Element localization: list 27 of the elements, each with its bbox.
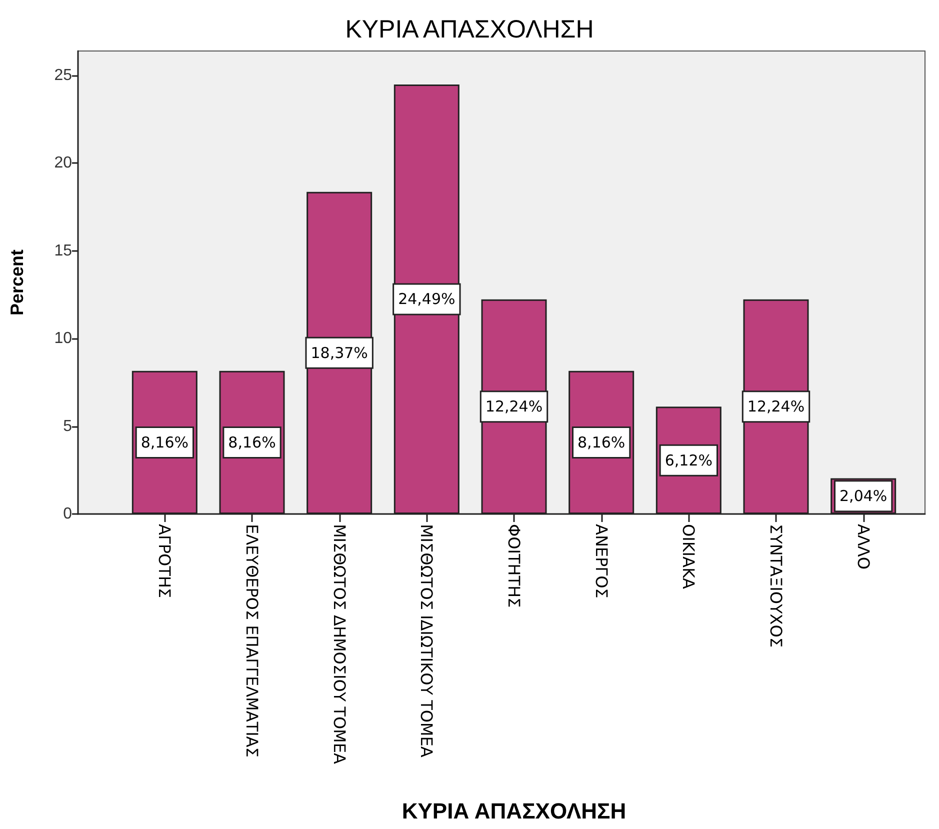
y-tick-label: 25 bbox=[54, 67, 72, 84]
x-tick-label: ΣΥΝΤΑΞΙΟΥΧΟΣ bbox=[766, 524, 786, 648]
x-tick-label: ΜΙΣΘΩΤΟΣ ΔΗΜΟΣΙΟΥ ΤΟΜΕΑ bbox=[330, 524, 349, 764]
data-label: 2,04% bbox=[840, 487, 888, 506]
x-tick-label: ΑΓΡΟΤΗΣ bbox=[155, 524, 174, 598]
data-label: 24,49% bbox=[398, 290, 456, 308]
data-label: 8,16% bbox=[140, 433, 188, 452]
y-tick-label: 15 bbox=[54, 242, 72, 260]
x-tick-label: ΕΛΕΥΘΕΡΟΣ ΕΠΑΓΓΕΛΜΑΤΙΑΣ bbox=[242, 524, 262, 758]
y-tick-label: 0 bbox=[63, 506, 72, 522]
data-label: 6,12% bbox=[664, 451, 712, 470]
data-label: 12,24% bbox=[747, 398, 805, 416]
data-label: 18,37% bbox=[310, 344, 368, 362]
y-tick-label: 5 bbox=[63, 418, 72, 435]
x-tick-label: ΟΙΚΙΑΚΑ bbox=[679, 524, 698, 589]
chart-title: ΚΥΡΙΑ ΑΠΑΣΧΟΛΗΣΗ bbox=[345, 16, 594, 44]
data-label: 12,24% bbox=[485, 398, 543, 416]
y-tick-label: 10 bbox=[54, 330, 72, 348]
x-tick-label: ΑΛΛΟ bbox=[854, 524, 873, 570]
y-tick-label: 20 bbox=[54, 154, 72, 172]
x-axis-title: ΚΥΡΙΑ ΑΠΑΣΧΟΛΗΣΗ bbox=[402, 798, 626, 824]
x-tick-label: ΜΙΣΘΩΤΟΣ ΙΔΙΩΤΙΚΟΥ ΤΟΜΕΑ bbox=[417, 524, 436, 758]
y-axis-title: Percent bbox=[7, 249, 27, 316]
data-label: 8,16% bbox=[228, 433, 276, 452]
x-tick-label: ΑΝΕΡΓΟΣ bbox=[592, 524, 611, 598]
x-tick-label: ΦΟΙΤΗΤΗΣ bbox=[504, 524, 524, 608]
data-label: 8,16% bbox=[578, 433, 626, 452]
